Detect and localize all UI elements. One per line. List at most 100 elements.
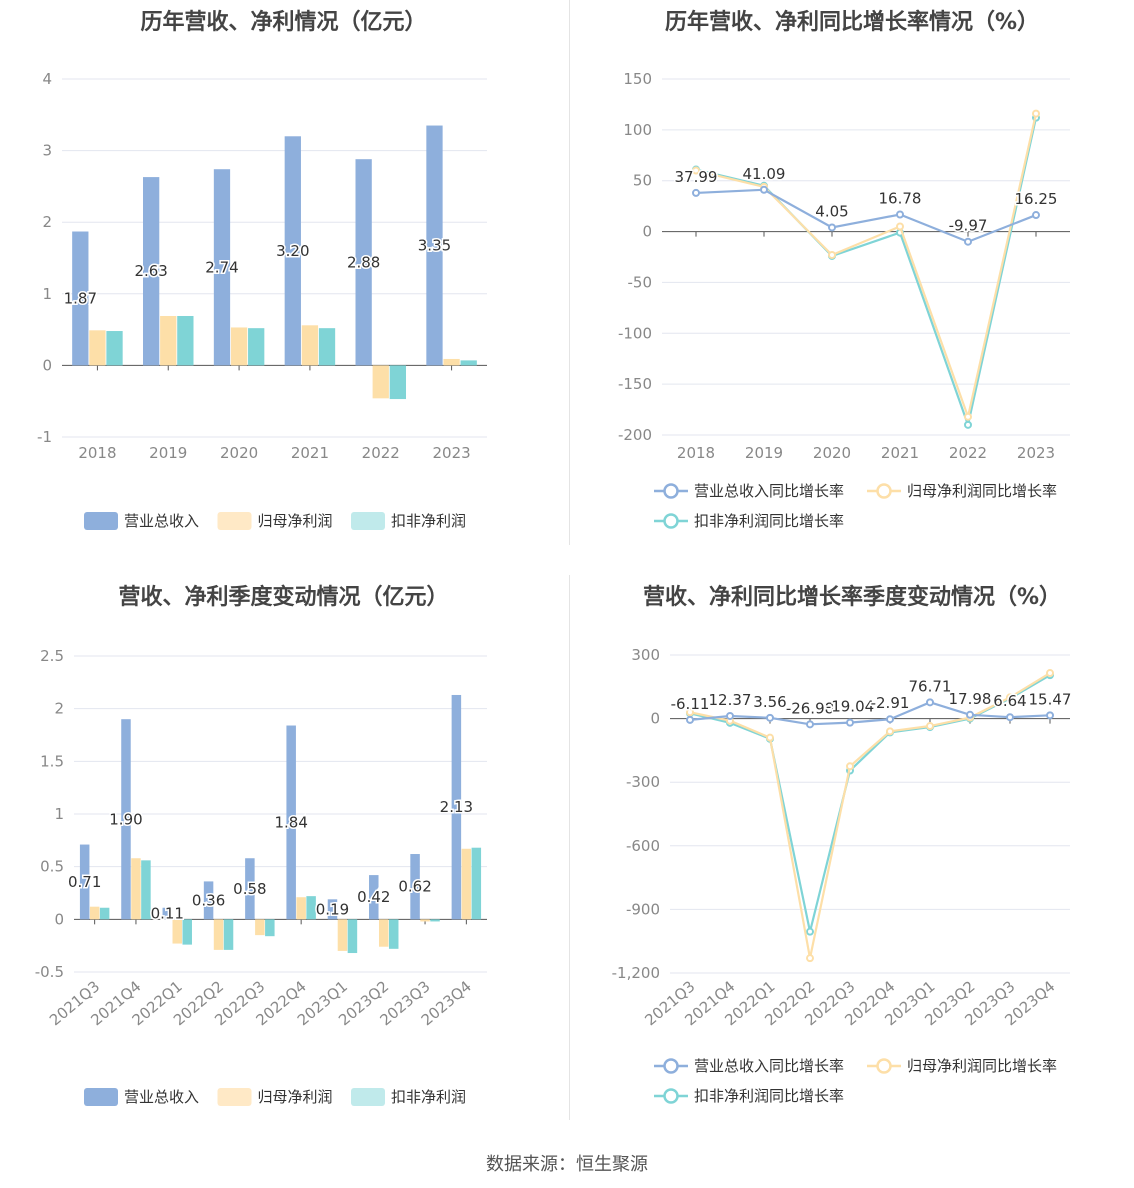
bar-value-label: 3.20: [276, 242, 309, 260]
line-point: [760, 185, 768, 194]
bar-value-label: 0.36: [192, 891, 225, 909]
legend-label: 归母净利润: [258, 1088, 333, 1106]
y-tick-label: 0: [54, 910, 64, 928]
x-tick-label: 2019: [149, 444, 187, 462]
bar-deducted-profit: [106, 331, 123, 366]
line-net-profit-growth: [689, 672, 1051, 959]
y-tick-label: -1: [37, 428, 52, 446]
line-value-label: 41.09: [743, 165, 786, 183]
bar-net-profit: [131, 858, 141, 920]
legend-label: 营业总收入同比增长率: [694, 1057, 844, 1075]
line-net-profit-growth: [695, 113, 1038, 421]
bar-net-profit: [213, 919, 224, 950]
x-tick-label: 2023: [432, 444, 470, 462]
bar-deducted-profit: [306, 896, 316, 920]
x-tick-label: 2020: [220, 444, 258, 462]
line-point: [806, 954, 814, 963]
legend-swatch: [217, 512, 252, 530]
bar-deducted-profit: [430, 919, 440, 922]
line-deducted-profit-growth: [695, 117, 1038, 429]
x-tick-label: 2018: [677, 444, 715, 462]
bar-value-label: 0.11: [151, 905, 184, 923]
bar-value-label: 1.87: [64, 289, 97, 307]
legend-swatch: [217, 1088, 252, 1106]
line-point: [896, 210, 904, 219]
y-tick-label: 1.5: [40, 752, 64, 770]
bar-deducted-profit: [388, 919, 399, 949]
y-tick-label: 0: [42, 356, 52, 374]
bar-deducted-profit: [471, 847, 482, 920]
y-tick-label: 2: [42, 213, 52, 231]
x-tick-label: 2019: [745, 444, 783, 462]
y-tick-label: -0.5: [35, 963, 64, 981]
line-point: [964, 237, 972, 246]
bar-revenue: [327, 899, 338, 920]
legend-swatch: [351, 1088, 385, 1106]
legend-label: 归母净利润同比增长率: [907, 482, 1057, 500]
line-point: [1032, 211, 1040, 220]
legend-label: 归母净利润同比增长率: [907, 1057, 1057, 1075]
bar-net-profit: [172, 919, 182, 944]
legend-label: 营业总收入: [124, 1088, 199, 1106]
chart-title: 营收、净利同比增长率季度变动情况（%）: [642, 585, 1062, 610]
bar-net-profit: [379, 919, 389, 947]
line-point: [1032, 109, 1040, 118]
y-tick-label: -100: [618, 324, 652, 342]
line-point: [806, 927, 814, 936]
line-point: [692, 188, 700, 197]
legend-marker: [876, 1058, 892, 1074]
y-tick-label: 1: [54, 805, 64, 823]
bar-value-label: 0.62: [398, 878, 431, 896]
line-value-label: 76.71: [909, 677, 952, 695]
line-point: [686, 715, 694, 724]
line-point: [926, 698, 934, 707]
vertical-divider-bottom: [569, 575, 570, 1120]
line-value-label: 3.56: [753, 693, 786, 711]
line-point: [766, 713, 774, 722]
legend-swatch: [351, 512, 385, 530]
bar-deducted-profit: [182, 919, 192, 945]
legend-label: 扣非净利润同比增长率: [694, 1087, 844, 1105]
bar-deducted-profit: [223, 919, 234, 950]
legend-marker: [663, 513, 679, 529]
legend-label: 营业总收入: [124, 512, 199, 530]
line-value-label: 4.05: [815, 202, 848, 220]
bar-deducted-profit: [389, 365, 407, 400]
bar-revenue: [79, 844, 90, 920]
bar-revenue: [286, 725, 296, 920]
line-value-label: 16.25: [1015, 190, 1058, 208]
y-tick-label: 50: [633, 172, 652, 190]
bar-revenue: [245, 858, 255, 920]
legend-label: 扣非净利润同比增长率: [694, 512, 844, 530]
line-point: [1046, 669, 1054, 678]
line-value-label: -26.98: [786, 699, 834, 717]
bar-revenue: [121, 719, 131, 920]
bar-net-profit: [230, 327, 248, 366]
bar-value-label: 1.90: [109, 810, 142, 828]
legend-swatch: [84, 512, 118, 530]
line-point: [846, 718, 854, 727]
line-value-label: 16.78: [879, 190, 922, 208]
bar-net-profit: [160, 315, 177, 366]
x-tick-label: 2020: [813, 444, 851, 462]
bar-value-label: 2.63: [134, 262, 167, 280]
bar-revenue: [142, 177, 160, 366]
line-point: [966, 710, 974, 719]
bar-value-label: 1.84: [274, 813, 307, 831]
bar-net-profit: [372, 365, 389, 399]
line-revenue-growth: [695, 188, 1037, 243]
bar-net-profit: [89, 906, 100, 920]
bar-deducted-profit: [318, 328, 336, 366]
line-value-label: 12.37: [709, 691, 752, 709]
y-tick-label: -150: [618, 375, 652, 393]
bar-value-label: 2.88: [347, 253, 380, 271]
line-point: [686, 708, 694, 717]
panel-quarter-amount: 营收、净利季度变动情况（亿元） -0.5 0 0.5 1 1.5 2 2.5 2021Q3 20…: [0, 575, 567, 1135]
bar-net-profit: [461, 848, 472, 920]
y-tick-label: -600: [626, 837, 660, 855]
line-point: [828, 223, 836, 232]
y-tick-label: 2: [54, 700, 64, 718]
line-point: [1006, 713, 1014, 722]
bar-revenue: [451, 694, 462, 920]
line-point: [692, 166, 700, 175]
